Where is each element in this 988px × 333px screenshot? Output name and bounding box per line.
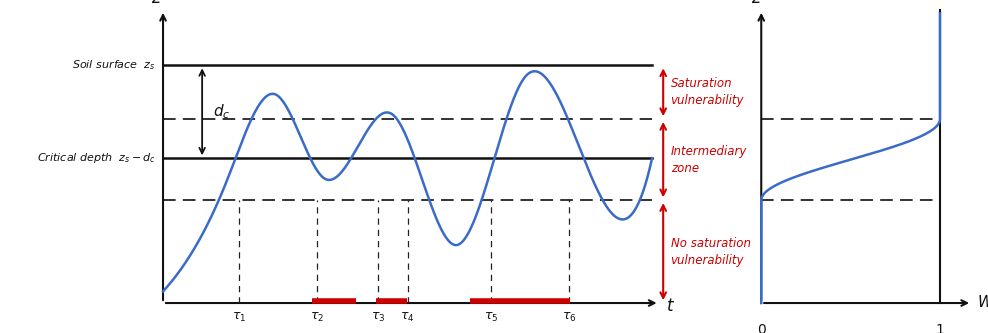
Text: $\tau_1$: $\tau_1$ xyxy=(232,311,246,324)
Text: $\tau_2$: $\tau_2$ xyxy=(310,311,324,324)
Text: $\tau_5$: $\tau_5$ xyxy=(483,311,498,324)
Text: $W_S$: $W_S$ xyxy=(977,294,988,312)
Text: Intermediary
zone: Intermediary zone xyxy=(671,145,747,174)
Text: $\tau_4$: $\tau_4$ xyxy=(400,311,415,324)
Text: z: z xyxy=(752,0,761,7)
Text: Saturation
vulnerability: Saturation vulnerability xyxy=(671,77,744,107)
Text: Critical depth  $z_s - d_c$: Critical depth $z_s - d_c$ xyxy=(37,151,155,165)
Text: $\tau_6$: $\tau_6$ xyxy=(561,311,576,324)
Text: 1: 1 xyxy=(936,323,945,333)
Text: t: t xyxy=(667,297,674,315)
Text: z: z xyxy=(151,0,160,7)
Text: No saturation
vulnerability: No saturation vulnerability xyxy=(671,237,751,267)
Text: $\tau_3$: $\tau_3$ xyxy=(371,311,385,324)
Text: Soil surface  $z_s$: Soil surface $z_s$ xyxy=(72,59,155,72)
Text: $d_c$: $d_c$ xyxy=(213,103,230,121)
Text: 0: 0 xyxy=(757,323,766,333)
